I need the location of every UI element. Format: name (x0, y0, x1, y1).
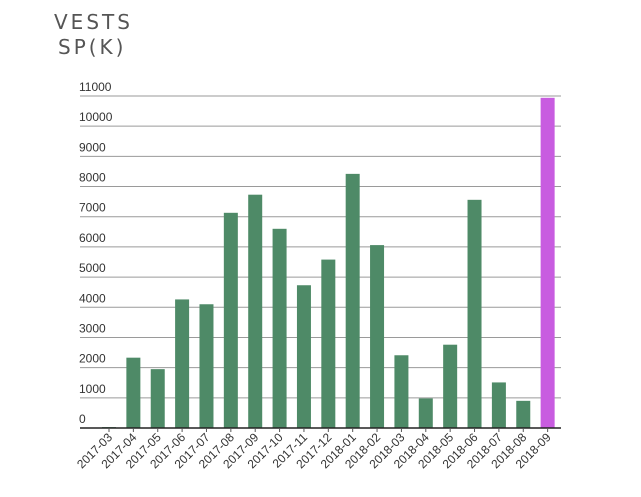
y-tick-label: 6000 (79, 231, 106, 245)
bar-2017-07 (199, 304, 214, 428)
bar-2018-03 (394, 355, 409, 428)
y-tick-label: 2000 (79, 352, 106, 366)
bar-2017-10 (272, 228, 287, 428)
y-tick-label: 4000 (79, 291, 106, 305)
y-tick-label: 11000 (79, 80, 112, 94)
bar-2018-04 (418, 398, 433, 428)
bar-2017-08 (223, 212, 238, 428)
chart-title-line-1: VESTS (54, 10, 133, 34)
bar-2018-06 (467, 199, 482, 428)
y-tick-label: 5000 (79, 261, 106, 275)
bar-2018-02 (370, 245, 385, 428)
bar-2017-11 (296, 285, 311, 428)
y-tick-label: 3000 (79, 321, 106, 335)
y-tick-label: 0 (79, 412, 86, 426)
bar-2017-06 (175, 299, 190, 428)
bar-2018-01 (345, 173, 360, 428)
y-tick-label: 7000 (79, 201, 106, 215)
y-tick-label: 10000 (79, 110, 113, 124)
bar-2018-05 (443, 344, 458, 428)
bar-2018-07 (491, 382, 506, 428)
bar-2018-09 (540, 97, 555, 428)
bar-2018-08 (516, 400, 531, 428)
y-tick-label: 1000 (79, 382, 106, 396)
bar-2017-05 (150, 369, 165, 428)
chart-title-line-2: SP(K) (58, 35, 127, 59)
bar-2017-04 (126, 357, 141, 428)
y-tick-label: 9000 (79, 140, 106, 154)
bar-2017-09 (248, 194, 263, 428)
y-tick-label: 8000 (79, 171, 106, 185)
bar-2017-12 (321, 259, 336, 428)
